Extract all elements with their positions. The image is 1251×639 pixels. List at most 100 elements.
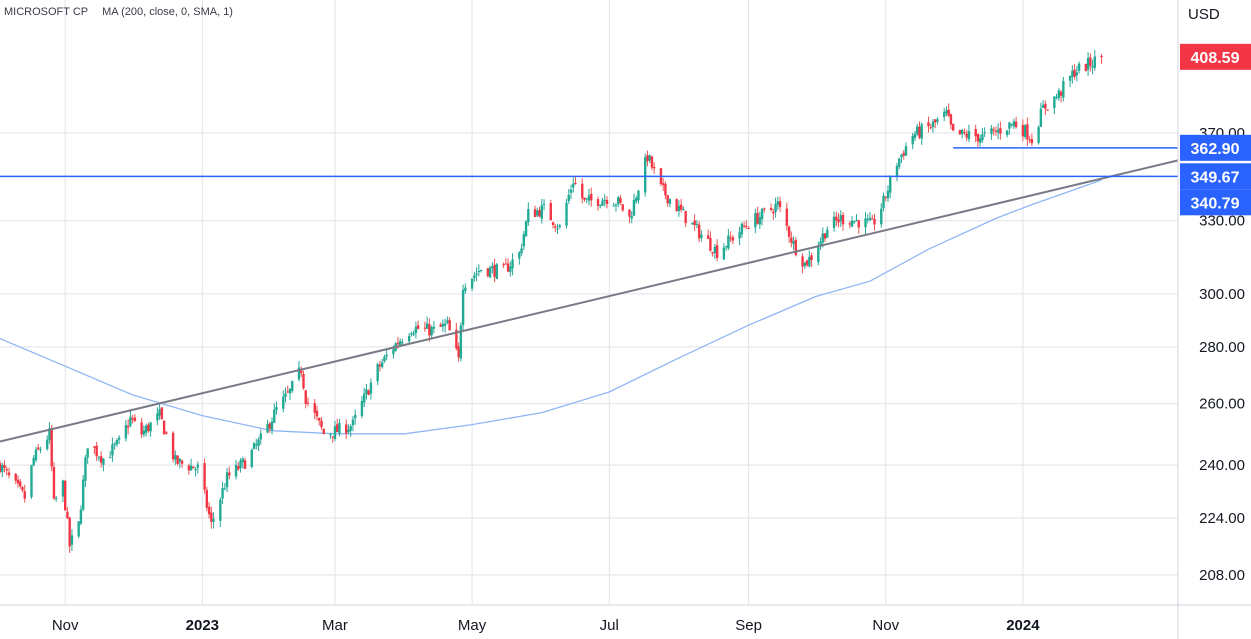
candle-body — [333, 426, 337, 440]
candle-body — [439, 324, 442, 327]
candle-body — [740, 223, 744, 235]
candle-body — [569, 189, 573, 193]
candle-body — [554, 226, 557, 228]
candle-body — [192, 466, 195, 469]
candle-body — [383, 356, 386, 362]
candle-body — [63, 480, 67, 511]
price-labels: 408.59 362.90 349.67 340.79 — [1180, 43, 1251, 216]
candle-body — [380, 362, 384, 367]
candle-body — [630, 216, 633, 219]
candle-body — [266, 424, 269, 433]
candle-body — [679, 204, 683, 210]
candle-body — [291, 381, 294, 391]
candle-body — [1044, 103, 1047, 109]
legend-symbol[interactable]: MICROSOFT CP — [4, 6, 89, 18]
candle-body — [871, 218, 874, 220]
candle-body — [572, 183, 575, 188]
candle-body — [787, 226, 791, 237]
candle-body — [147, 424, 150, 432]
candle-body — [68, 517, 71, 547]
x-tick-label: Mar — [322, 617, 348, 634]
candle-body — [729, 237, 732, 239]
candle-body — [37, 447, 40, 450]
candle-body — [601, 200, 604, 206]
candle-body — [284, 393, 287, 397]
candle-body — [648, 155, 651, 161]
candle-body — [329, 434, 332, 436]
candle-body — [369, 382, 373, 394]
candle-body — [931, 121, 935, 128]
candle-body — [1093, 56, 1097, 68]
candle-body — [524, 221, 528, 236]
candle-body — [1086, 58, 1090, 70]
candle-body — [115, 440, 119, 445]
candle-body — [1068, 75, 1072, 81]
price-badge — [1180, 134, 1251, 161]
candle-body — [423, 327, 427, 329]
candle-body — [902, 152, 905, 156]
candle-body — [996, 129, 1000, 133]
candle-body — [16, 479, 20, 484]
candle-body — [882, 195, 885, 208]
candle-body — [790, 237, 793, 243]
candle-body — [936, 119, 939, 122]
candle-body — [156, 413, 159, 421]
candle-body — [583, 197, 586, 200]
candle-body — [605, 199, 609, 205]
candle-body — [839, 215, 842, 221]
candle-body — [1023, 125, 1027, 137]
candle-body — [99, 456, 103, 463]
candle-body — [585, 198, 588, 200]
candle-body — [518, 252, 521, 259]
candle-body — [1075, 72, 1079, 76]
candle-body — [297, 367, 301, 380]
candle-body — [79, 509, 83, 524]
candle-body — [684, 210, 687, 224]
candle-body — [102, 458, 105, 465]
candle-body — [990, 128, 993, 134]
candle-body — [275, 406, 278, 410]
candle-body — [731, 237, 735, 241]
candle-body — [900, 154, 903, 158]
candle-body — [493, 264, 496, 277]
time-axis[interactable]: Nov 2023 Mar May Jul Sep Nov 2024 — [0, 604, 1251, 634]
candle-body — [769, 207, 773, 210]
candle-body — [898, 158, 901, 167]
candle-body — [416, 325, 420, 329]
candle-body — [1012, 121, 1016, 127]
candle-body — [776, 201, 780, 205]
candle-body — [162, 420, 166, 435]
candle-body — [999, 128, 1002, 134]
candle-body — [268, 423, 271, 429]
candle-body — [810, 255, 813, 261]
candle-body — [252, 443, 256, 449]
candle-body — [706, 235, 710, 239]
candle-body — [351, 419, 355, 426]
legend-indicator[interactable]: MA (200, close, 0, SMA, 1) — [102, 6, 233, 18]
candle-body — [632, 199, 636, 216]
candle-body — [832, 216, 836, 228]
candle-body — [349, 426, 352, 431]
candle-body — [407, 335, 411, 342]
candle-body — [967, 131, 971, 139]
candle-body — [212, 518, 215, 522]
price-axis[interactable]: 208.00 224.00 240.00 260.00 280.00 300.00 330.… — [1177, 0, 1245, 639]
candle-body — [675, 199, 678, 212]
candle-body — [1055, 97, 1058, 99]
candle-body — [1037, 127, 1040, 143]
candle-body — [565, 202, 568, 226]
candle-body — [52, 466, 56, 499]
candle-body — [174, 455, 177, 460]
candle-body — [392, 349, 395, 355]
y-tick-label: 208.00 — [1199, 567, 1245, 584]
candle-body — [470, 278, 474, 289]
candle-body — [963, 132, 966, 134]
candle-body — [612, 205, 615, 207]
candle-body — [495, 264, 499, 279]
candle-body — [1077, 63, 1081, 71]
drawing-lines[interactable] — [0, 147, 1179, 443]
candle-body — [785, 208, 789, 226]
candle-body — [644, 157, 647, 193]
candle-body — [207, 506, 211, 515]
